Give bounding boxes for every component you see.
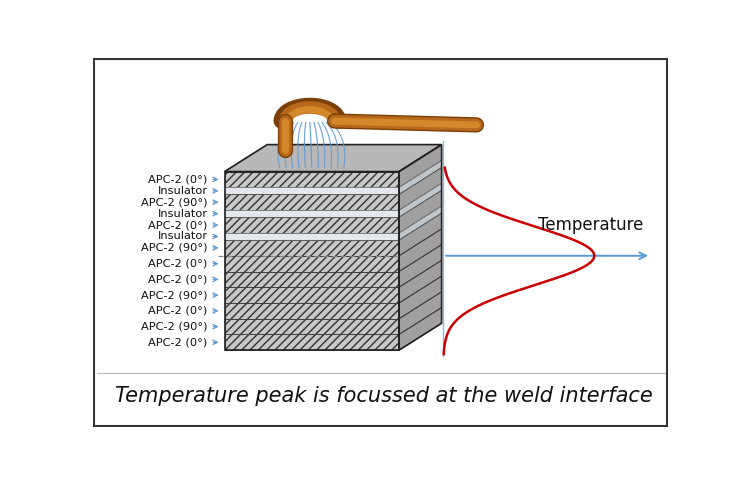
- Polygon shape: [224, 335, 399, 350]
- Polygon shape: [399, 168, 441, 210]
- Polygon shape: [399, 244, 441, 287]
- Polygon shape: [224, 240, 399, 256]
- Text: APC-2 (0°): APC-2 (0°): [149, 275, 218, 284]
- Polygon shape: [399, 183, 441, 217]
- Text: APC-2 (0°): APC-2 (0°): [149, 337, 218, 348]
- Text: APC-2 (0°): APC-2 (0°): [149, 259, 218, 269]
- Text: Insulator: Insulator: [158, 209, 218, 219]
- Polygon shape: [399, 276, 441, 319]
- Polygon shape: [224, 303, 399, 319]
- Text: Temperature peak is focussed at the weld interface: Temperature peak is focussed at the weld…: [114, 386, 652, 407]
- Polygon shape: [399, 292, 441, 335]
- Text: APC-2 (0°): APC-2 (0°): [149, 306, 218, 316]
- Polygon shape: [224, 256, 399, 272]
- Text: APC-2 (0°): APC-2 (0°): [149, 220, 218, 230]
- Polygon shape: [224, 194, 399, 210]
- Polygon shape: [224, 210, 399, 217]
- Polygon shape: [224, 171, 399, 187]
- Polygon shape: [399, 190, 441, 233]
- Text: APC-2 (90°): APC-2 (90°): [141, 290, 218, 300]
- Polygon shape: [399, 144, 441, 187]
- Polygon shape: [399, 206, 441, 240]
- Polygon shape: [399, 260, 441, 303]
- Polygon shape: [224, 217, 399, 233]
- Polygon shape: [399, 308, 441, 350]
- Text: APC-2 (90°): APC-2 (90°): [141, 243, 218, 253]
- Polygon shape: [399, 160, 441, 194]
- Polygon shape: [224, 187, 399, 194]
- Polygon shape: [224, 319, 399, 335]
- Polygon shape: [224, 233, 399, 240]
- Text: APC-2 (90°): APC-2 (90°): [141, 322, 218, 332]
- Text: Insulator: Insulator: [158, 231, 218, 241]
- Text: APC-2 (0°): APC-2 (0°): [149, 174, 218, 184]
- Text: Temperature: Temperature: [538, 216, 643, 234]
- Text: APC-2 (90°): APC-2 (90°): [141, 197, 218, 207]
- Polygon shape: [224, 144, 441, 171]
- Polygon shape: [399, 213, 441, 256]
- Polygon shape: [399, 229, 441, 272]
- Polygon shape: [224, 287, 399, 303]
- Polygon shape: [224, 272, 399, 287]
- Text: Insulator: Insulator: [158, 186, 218, 196]
